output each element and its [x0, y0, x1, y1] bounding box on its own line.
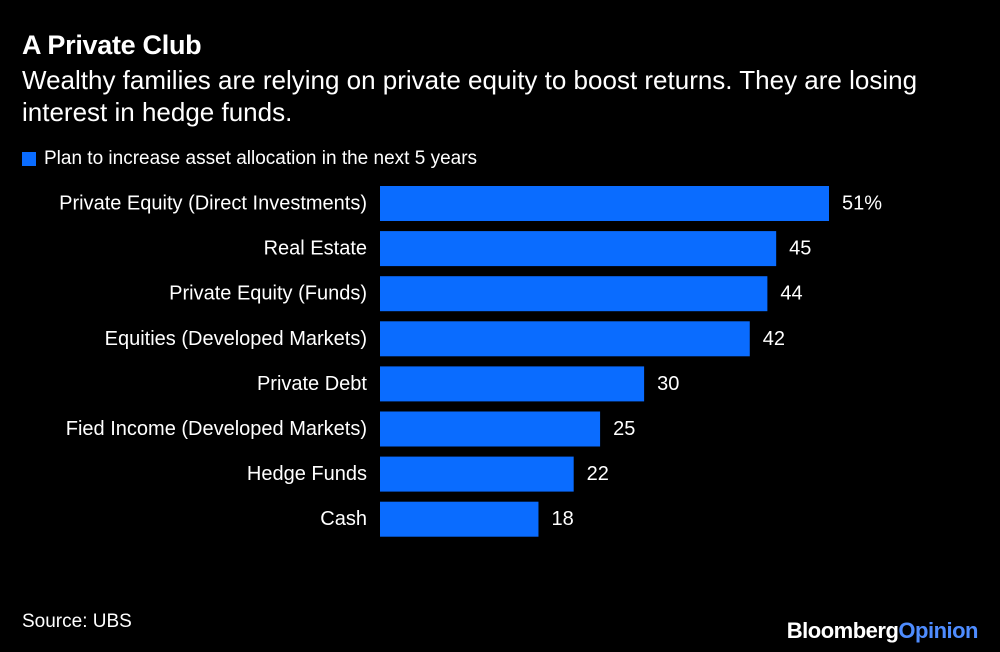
value-label: 42 — [763, 328, 785, 350]
value-label: 51% — [842, 193, 882, 215]
bar — [380, 366, 645, 402]
brand-logo: BloombergOpinion — [786, 618, 979, 644]
bar — [380, 231, 777, 267]
category-label: Real Estate — [264, 238, 367, 260]
chart-legend: Plan to increase asset allocation in the… — [22, 148, 477, 170]
brand-main: Bloomberg — [786, 618, 899, 643]
value-label: 44 — [780, 283, 802, 305]
category-label: Private Equity (Direct Investments) — [59, 193, 367, 215]
legend-swatch — [22, 152, 36, 166]
category-label: Hedge Funds — [247, 463, 367, 485]
value-label: 22 — [587, 463, 609, 485]
brand-accent: Opinion — [898, 618, 978, 643]
bar — [380, 411, 601, 447]
source-note: Source: UBS — [22, 611, 132, 632]
bar — [380, 276, 768, 312]
bar — [380, 456, 574, 492]
category-label: Private Debt — [257, 373, 367, 395]
value-label: 45 — [789, 238, 811, 260]
category-label: Private Equity (Funds) — [169, 283, 367, 305]
value-label: 18 — [551, 508, 573, 530]
value-label: 30 — [657, 373, 679, 395]
chart-title: A Private Club — [22, 30, 202, 60]
category-label: Fied Income (Developed Markets) — [66, 418, 367, 440]
bar — [380, 501, 539, 537]
category-label: Cash — [320, 508, 367, 530]
legend-label: Plan to increase asset allocation in the… — [44, 148, 478, 169]
value-label: 25 — [613, 418, 635, 440]
bar — [380, 321, 750, 357]
bar-chart: Private Equity (Direct Investments) 51% Re… — [59, 186, 882, 537]
chart-subtitle: Wealthy families are relying on private … — [22, 65, 918, 127]
category-label: Equities (Developed Markets) — [105, 328, 367, 350]
bar — [380, 186, 829, 221]
